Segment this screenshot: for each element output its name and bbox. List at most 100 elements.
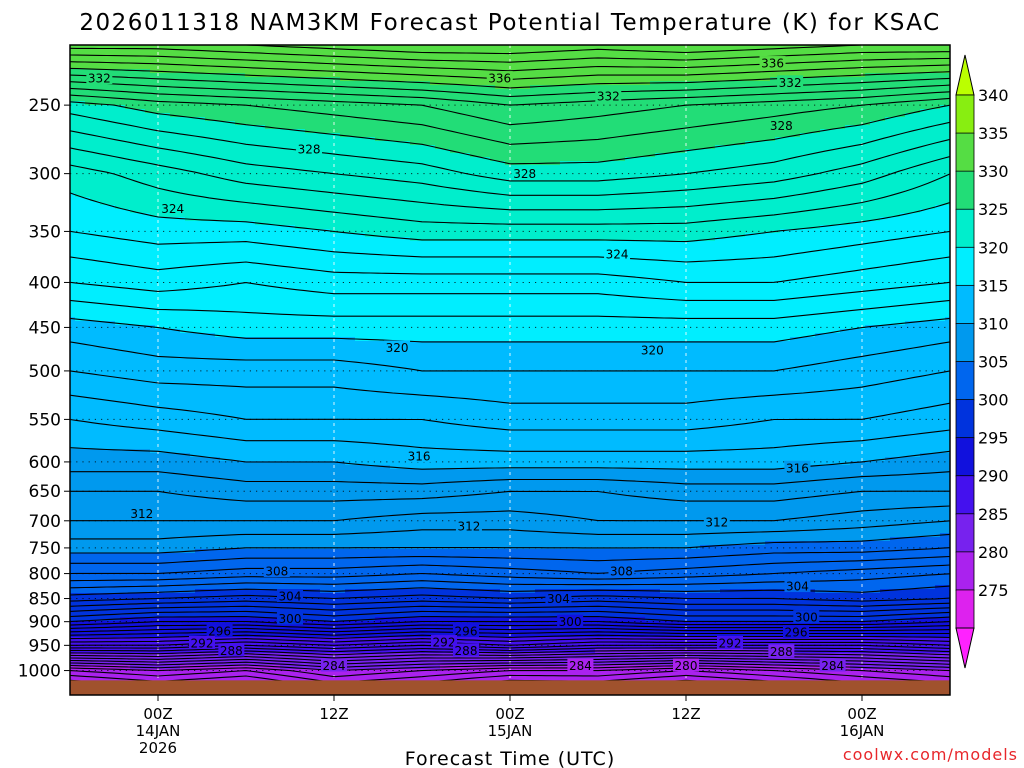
theta-fill-cell <box>790 337 950 342</box>
theta-fill-cell <box>340 77 771 82</box>
theta-fill-cell <box>205 117 886 122</box>
theta-fill-cell <box>70 137 376 142</box>
theta-fill-cell <box>70 257 950 262</box>
isentrope-285 <box>70 662 950 672</box>
watermark: coolwx.com/models <box>843 745 1018 764</box>
theta-fill-cell <box>70 85 496 90</box>
theta-fill-cell <box>70 385 950 390</box>
colorbar-swatch <box>955 589 975 629</box>
theta-fill-cell <box>70 481 950 486</box>
theta-fill-cell <box>70 113 171 118</box>
contour-label-bg <box>819 658 846 672</box>
contour-label: 328 <box>298 142 321 156</box>
theta-fill-cell <box>70 541 766 546</box>
contour-label: 332 <box>779 76 802 90</box>
contour-label: 320 <box>641 344 664 358</box>
isentrope-283 <box>70 667 950 684</box>
theta-fill-cell <box>70 165 950 170</box>
contour-label: 296 <box>208 625 231 639</box>
theta-fill-cell <box>905 113 950 118</box>
isentrope-288 <box>70 654 950 662</box>
theta-fill-cell <box>70 77 341 82</box>
theta-fill-cell <box>265 125 846 130</box>
colorbar-swatch <box>955 437 975 477</box>
theta-fill-cell <box>70 621 950 626</box>
theta-fill-cell <box>70 233 366 238</box>
contour-label: 292 <box>433 636 456 650</box>
theta-fill-cell <box>180 329 841 334</box>
isentrope-330 <box>70 101 950 165</box>
y-tick-label: 650 <box>29 482 61 502</box>
colorbar-swatch <box>955 323 975 363</box>
theta-fill-cell <box>890 537 950 542</box>
x-tick-label: 14JAN <box>136 722 181 740</box>
theta-fill-cell <box>70 497 950 502</box>
contour-label-bg <box>759 56 786 70</box>
contour-label: 320 <box>386 341 409 355</box>
theta-fill-cell <box>70 617 121 622</box>
y-tick-label: 250 <box>29 96 61 116</box>
theta-fill-cell <box>255 221 851 226</box>
contour-label-bg <box>431 635 457 649</box>
theta-fill-cell <box>70 101 86 106</box>
colorbar-label: 295 <box>978 429 1009 448</box>
isentrope-316 <box>70 418 950 452</box>
isentrope-337 <box>70 54 950 72</box>
colorbar-swatch <box>955 361 975 401</box>
theta-fill-cell <box>880 217 950 222</box>
theta-fill-cell <box>70 329 181 334</box>
x-tick-label: 15JAN <box>488 722 533 740</box>
isentrope-325 <box>70 192 950 243</box>
contour-label-bg <box>453 643 479 657</box>
theta-fill-cell <box>70 333 216 338</box>
theta-fill-cell <box>850 665 950 670</box>
colorbar-label: 325 <box>978 200 1009 219</box>
theta-fill-cell <box>70 189 950 194</box>
theta-fill-cell <box>885 117 950 122</box>
isentrope-322 <box>70 281 950 301</box>
theta-fill-cell <box>70 237 411 242</box>
theta-fill-cell <box>195 589 321 594</box>
theta-fill-cell <box>235 121 871 126</box>
isentrope-299 <box>70 620 950 626</box>
contour-label: 304 <box>786 580 809 594</box>
colorbar-label: 315 <box>978 276 1009 295</box>
contour-label-bg <box>189 635 215 649</box>
theta-fill-cell <box>435 145 716 150</box>
theta-fill-cell <box>820 225 950 230</box>
x-tick-label: 00Z <box>143 705 172 723</box>
contour-label-bg <box>218 643 245 657</box>
theta-fill-cell <box>70 585 936 590</box>
contour-label-bg <box>768 118 795 132</box>
contour-label: 316 <box>786 461 809 475</box>
isentrope-292 <box>70 644 950 650</box>
theta-fill-cell <box>70 441 950 446</box>
isentrope-304 <box>70 594 950 602</box>
contour-label-layer: 336 336 332 332 332 328 328 328 324 324 320 320 316 3… <box>86 56 846 673</box>
colorbar-swatch <box>955 246 975 287</box>
theta-fill-cell <box>775 137 950 142</box>
theta-fill-cell <box>145 109 921 114</box>
theta-fill-cell <box>190 453 921 458</box>
theta-fill-cell <box>70 173 950 178</box>
theta-fill-cell <box>840 329 950 334</box>
colorbar-swatch <box>955 475 975 515</box>
isentrope-294 <box>70 638 950 643</box>
contour-label-bg <box>639 343 666 357</box>
contour-label-bg <box>86 71 113 85</box>
theta-fill-cell <box>935 585 950 590</box>
theta-fill-cell <box>880 589 950 594</box>
isentrope-290 <box>70 649 950 656</box>
theta-fill-cell <box>595 649 781 654</box>
theta-fill-cell <box>70 317 76 322</box>
y-tick-label: 800 <box>29 565 61 585</box>
theta-fill-cell <box>70 389 950 394</box>
theta-fill-cell <box>70 397 950 402</box>
theta-fill-cell <box>70 133 341 138</box>
isentrope-324 <box>70 230 950 263</box>
y-tick-label: 1000 <box>18 662 61 682</box>
theta-fill-cell <box>70 105 126 110</box>
y-tick-label: 750 <box>29 539 61 559</box>
contour-label: 284 <box>569 659 592 673</box>
